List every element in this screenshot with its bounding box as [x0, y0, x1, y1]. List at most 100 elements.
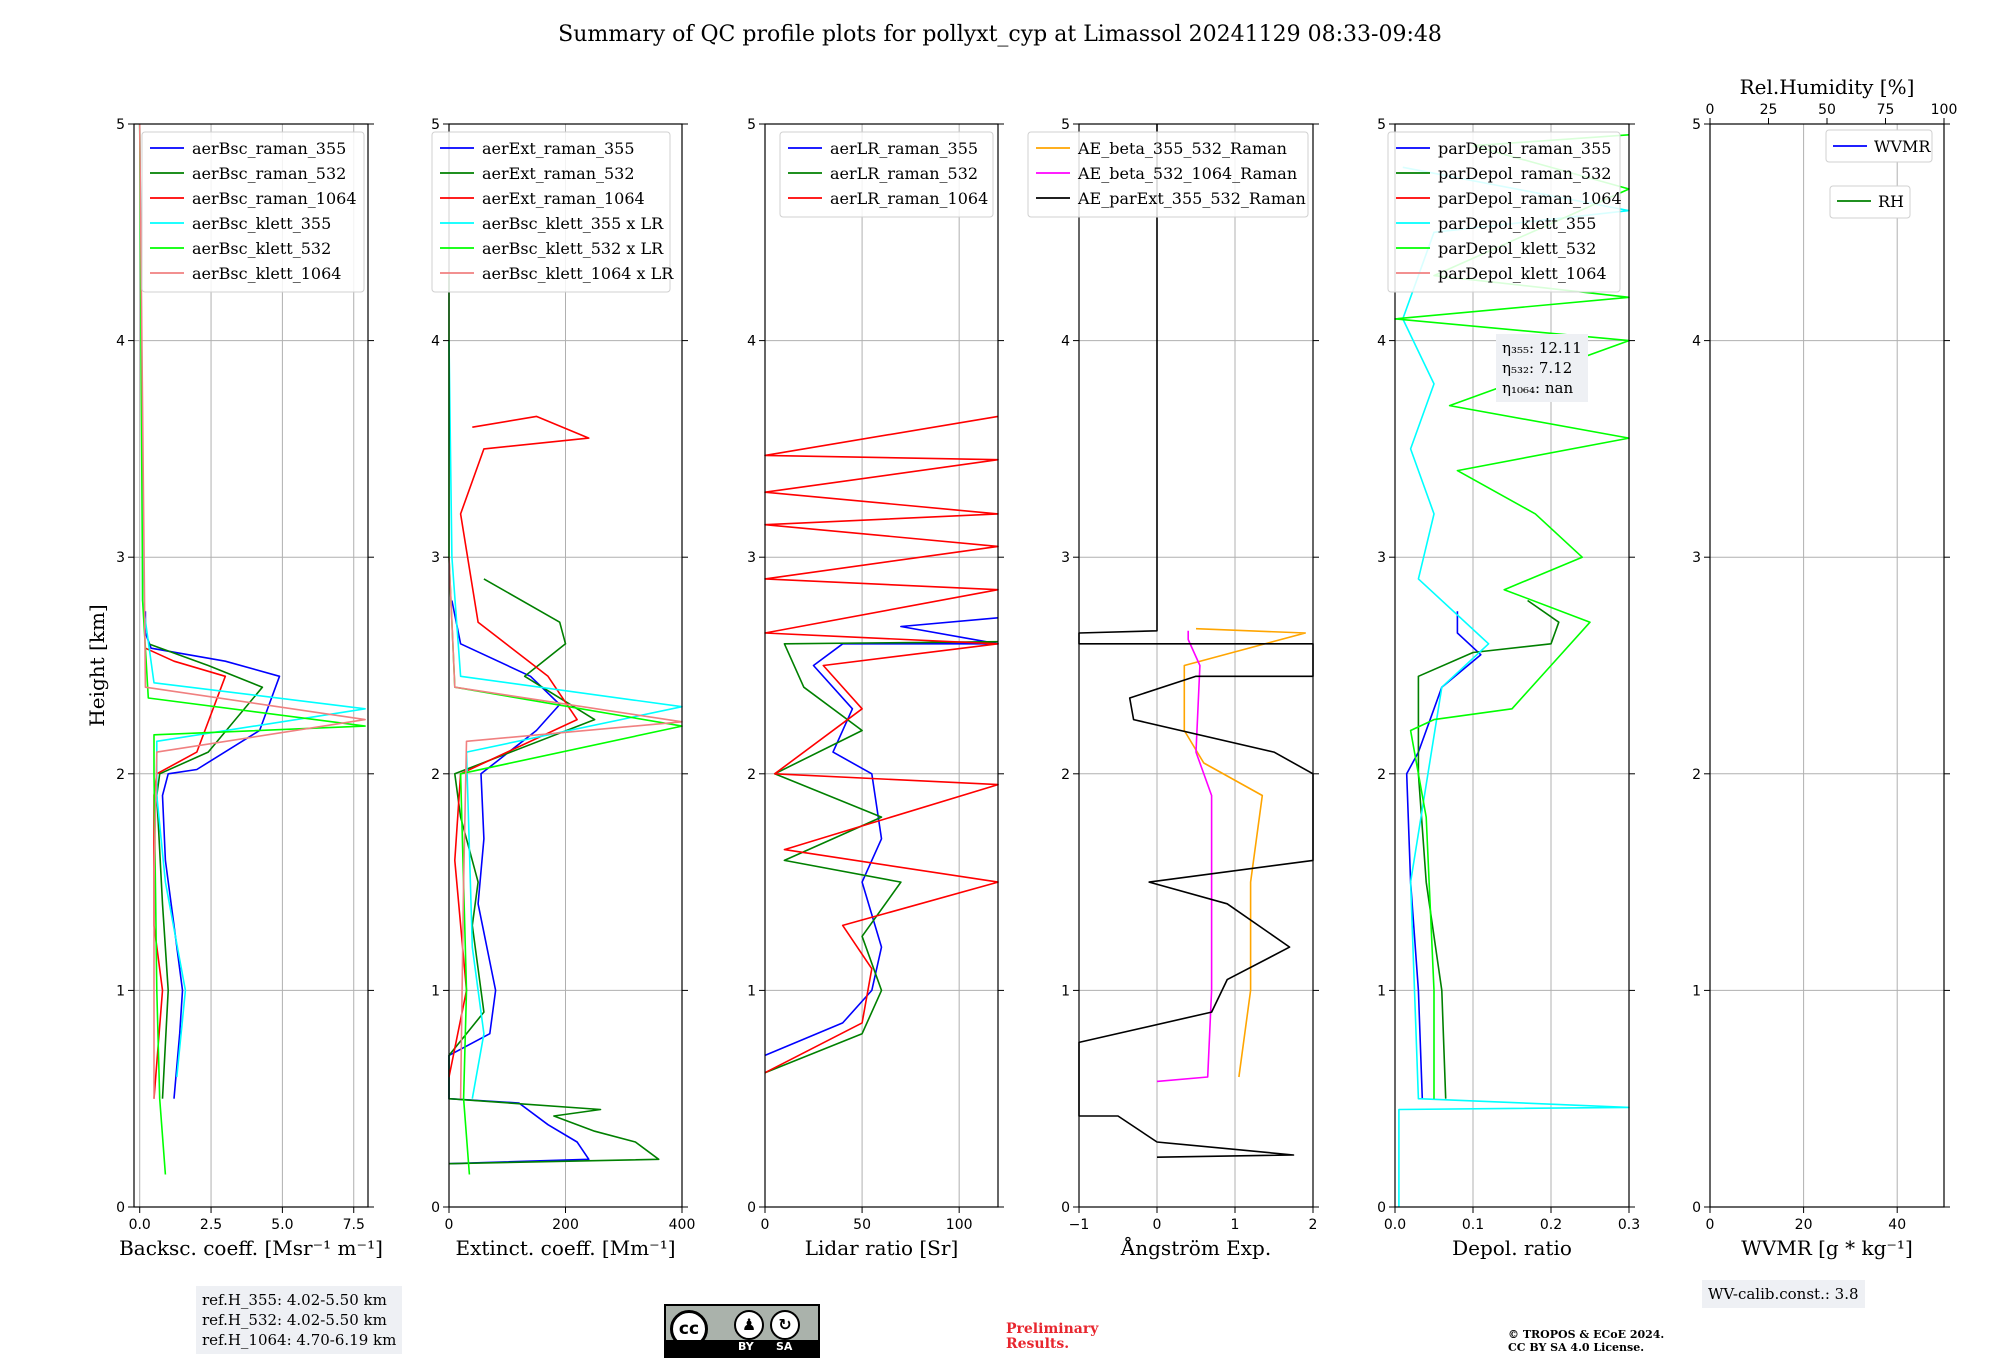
x-tick-label: 50 — [853, 1217, 871, 1233]
legend-label: AE_beta_355_532_Raman — [1077, 139, 1287, 158]
attribution-icon: ♟ — [734, 1310, 764, 1340]
legend-box-rh — [1829, 185, 1911, 219]
x-axis-label: Extinct. coeff. [Mm⁻¹] — [455, 1236, 675, 1260]
eta-box: η₃₅₅: 12.11 η₅₃₂: 7.12 η₁₀₆₄: nan — [1496, 334, 1588, 402]
cc-sa-label: SA — [776, 1340, 793, 1353]
y-tick-label: 2 — [116, 767, 125, 783]
legend-label: aerLR_raman_1064 — [830, 189, 988, 208]
series-line-aerLR_raman_355 — [764, 617, 999, 1057]
y-tick-label: 4 — [116, 334, 125, 350]
legend-label: aerExt_raman_1064 — [482, 189, 645, 208]
y-tick-label: 1 — [1692, 983, 1701, 999]
x2-tick-label: 0 — [1706, 102, 1715, 118]
x-tick-label: 2 — [1309, 1217, 1318, 1233]
y-tick-label: 4 — [1692, 334, 1701, 350]
ref-height-box: ref.H_355: 4.02-5.50 km ref.H_532: 4.02-… — [196, 1286, 403, 1354]
legend-box — [1387, 131, 1621, 293]
cc-by-label: BY — [738, 1340, 754, 1353]
x-tick-label: 7.5 — [343, 1217, 365, 1233]
y-tick-label: 5 — [747, 117, 756, 133]
x-tick-label: 100 — [946, 1217, 973, 1233]
axes-frame — [1078, 123, 1314, 1208]
x-axis-label: WVMR [g * kg⁻¹] — [1741, 1236, 1913, 1260]
wv-calib-const: WV-calib.const.: 3.8 — [1708, 1285, 1859, 1303]
x-tick-label: 20 — [1795, 1217, 1813, 1233]
ref-height-1064: ref.H_1064: 4.70-6.19 km — [202, 1331, 397, 1349]
legend-box — [779, 131, 994, 218]
legend-box-wvmr — [1825, 129, 1933, 163]
y-tick-label: 5 — [1061, 117, 1070, 133]
legend-box — [141, 131, 365, 293]
series-line-AE_beta_355_532_Raman — [1183, 627, 1306, 1078]
y-tick-label: 3 — [116, 550, 125, 566]
ref-height-355: ref.H_355: 4.02-5.50 km — [202, 1291, 387, 1309]
cc-badge-bar — [666, 1340, 818, 1356]
legend-label: aerLR_raman_355 — [830, 139, 978, 158]
share-alike-icon: ↻ — [770, 1310, 800, 1340]
series-line-aerExt_raman_1064 — [448, 415, 590, 1078]
axes-frame — [764, 123, 999, 1208]
y-tick-label: 0 — [431, 1200, 440, 1216]
series-line-aerBsc_raman_532 — [148, 643, 264, 1099]
x-axis-label: Ångström Exp. — [1120, 1235, 1271, 1260]
y-tick-label: 3 — [431, 550, 440, 566]
legend-label: aerBsc_klett_1064 x LR — [482, 264, 674, 283]
x-tick-label: 200 — [552, 1217, 579, 1233]
eta-1064: η₁₀₆₄: nan — [1502, 379, 1574, 397]
x-tick-label: 0.1 — [1462, 1217, 1484, 1233]
eta-532: η₅₃₂: 7.12 — [1502, 359, 1573, 377]
y-tick-label: 4 — [1377, 334, 1386, 350]
series-line-aerExt_raman_355 — [448, 600, 590, 1165]
eta-355: η₃₅₅: 12.11 — [1502, 339, 1582, 357]
copyright-line-2: CC BY SA 4.0 License. — [1508, 1341, 1645, 1354]
legend-label: aerBsc_raman_532 — [192, 164, 346, 183]
x2-tick-label: 75 — [1877, 102, 1895, 118]
legend-label-rh: RH — [1878, 192, 1904, 211]
legend-label-wvmr: WVMR — [1874, 137, 1931, 156]
y-axis-label: Height [km] — [85, 604, 109, 726]
series-line-aerBsc_klett_1064 x LR — [448, 557, 683, 1099]
legend-label: aerExt_raman_355 — [482, 139, 635, 158]
y-tick-label: 0 — [1061, 1200, 1070, 1216]
legend-label: parDepol_raman_1064 — [1438, 189, 1622, 208]
x-tick-label: 0.2 — [1540, 1217, 1562, 1233]
x-tick-label: 0 — [445, 1217, 454, 1233]
y-tick-label: 1 — [1377, 983, 1386, 999]
x-tick-label: 40 — [1888, 1217, 1906, 1233]
preliminary-line-1: Preliminary — [1006, 1321, 1099, 1337]
preliminary-line-2: Results. — [1006, 1336, 1070, 1352]
y-tick-label: 1 — [431, 983, 440, 999]
x2-axis-label: Rel.Humidity [%] — [1740, 75, 1915, 99]
y-tick-label: 1 — [116, 983, 125, 999]
y-tick-label: 1 — [1061, 983, 1070, 999]
series-line-aerExt_raman_532 — [448, 578, 660, 1165]
series-line-aerLR_raman_532 — [764, 640, 999, 1074]
y-tick-label: 3 — [1692, 550, 1701, 566]
y-tick-label: 2 — [1692, 767, 1701, 783]
legend-label: aerBsc_klett_532 — [192, 239, 331, 258]
y-tick-label: 4 — [747, 334, 756, 350]
legend-label: aerBsc_klett_532 x LR — [482, 239, 664, 258]
legend-label: aerExt_raman_532 — [482, 164, 635, 183]
x2-tick-label: 50 — [1818, 102, 1836, 118]
legend-label: aerBsc_raman_1064 — [192, 189, 357, 208]
x2-tick-label: 100 — [1931, 102, 1958, 118]
y-tick-label: 0 — [1377, 1200, 1386, 1216]
y-tick-label: 3 — [1377, 550, 1386, 566]
x-tick-label: 0.0 — [1384, 1217, 1406, 1233]
x-tick-label: 0.3 — [1618, 1217, 1640, 1233]
y-tick-label: 3 — [747, 550, 756, 566]
series-line-aerBsc_klett_1064 — [138, 123, 366, 1099]
legend-label: AE_beta_532_1064_Raman — [1077, 164, 1297, 183]
legend-label: aerBsc_klett_355 x LR — [482, 214, 664, 233]
x-tick-label: 0 — [1706, 1217, 1715, 1233]
x-axis-label: Backsc. coeff. [Msr⁻¹ m⁻¹] — [119, 1236, 383, 1260]
series-line-aerBsc_raman_355 — [144, 611, 281, 1099]
legend-label: parDepol_raman_532 — [1438, 164, 1611, 183]
legend-label: parDepol_klett_355 — [1438, 214, 1596, 233]
wv-calib-box: WV-calib.const.: 3.8 — [1702, 1280, 1865, 1308]
legend-label: aerBsc_klett_355 — [192, 214, 331, 233]
series-line-parDepol_raman_532 — [1417, 599, 1560, 1099]
legend-label: aerLR_raman_532 — [830, 164, 978, 183]
